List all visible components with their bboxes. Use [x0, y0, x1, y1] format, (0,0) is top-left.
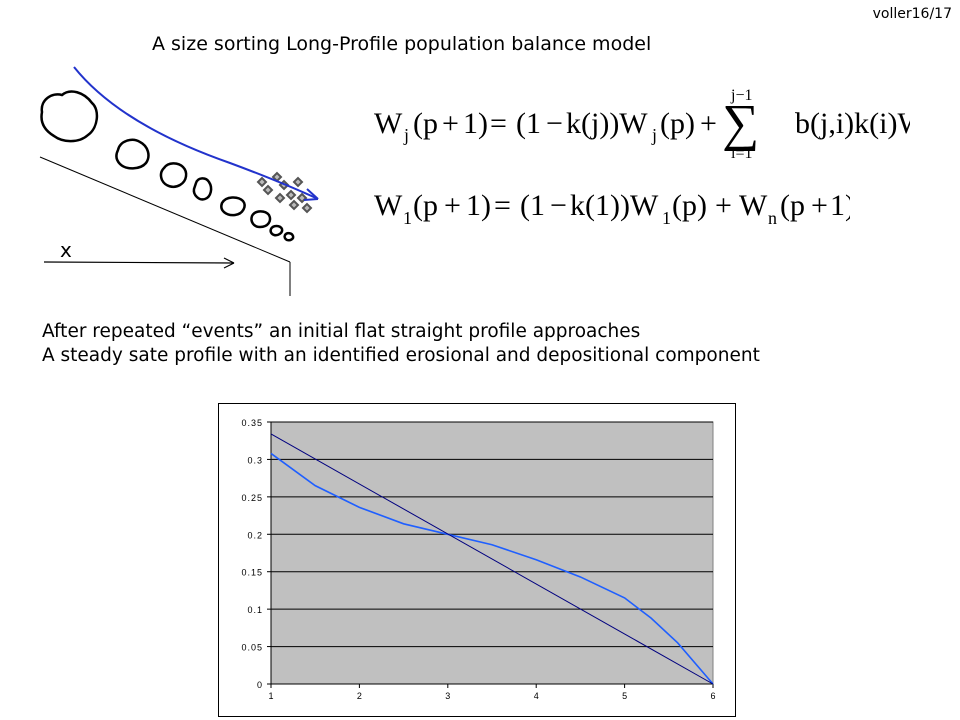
flow-arrow: [73, 66, 319, 200]
sum-upper-limit: j−1: [730, 87, 752, 104]
y-tick-label: 0: [257, 680, 263, 690]
rock-6: [250, 210, 272, 229]
description-line-1: After repeated “events” an initial flat …: [42, 321, 641, 342]
svg-text:1): 1): [463, 107, 488, 140]
x-axis-label: x: [60, 238, 72, 262]
x-tick-label: 3: [445, 691, 450, 701]
svg-text:W: W: [739, 189, 768, 222]
svg-text:n: n: [768, 208, 777, 228]
svg-text:k(1))W: k(1))W: [570, 189, 659, 222]
slide-title: A size sorting Long-Profile population b…: [152, 33, 652, 55]
svg-text:=: =: [490, 107, 507, 140]
sum-lower-limit: i=1: [731, 145, 752, 160]
y-tick-label: 0.05: [241, 643, 263, 653]
svg-text:(1: (1: [520, 189, 545, 222]
svg-text:1: 1: [403, 208, 412, 228]
series-initial-straight-profile: [270, 433, 714, 685]
description: After repeated “events” an initial flat …: [42, 320, 760, 368]
y-tick-label: 0.1: [247, 605, 263, 615]
svg-text:1: 1: [662, 208, 671, 228]
y-tick-label: 0.25: [241, 493, 263, 503]
y-tick-label: 0.3: [247, 455, 263, 465]
flow-arrowhead: [303, 188, 319, 201]
svg-text:−: −: [550, 189, 567, 222]
svg-text:1): 1): [830, 189, 850, 222]
rock-8: [283, 231, 295, 242]
rock-5: [220, 196, 246, 217]
svg-text:(p: (p: [413, 189, 438, 222]
plot-area: [270, 421, 714, 685]
rock-2: [115, 138, 150, 170]
svg-text:j: j: [403, 125, 409, 145]
equation-1: W j (p + 1) = (1 − k(j))W j (p) + ∑ b(j,…: [374, 87, 910, 160]
svg-text:+: +: [811, 189, 828, 222]
x-tick-label: 4: [534, 691, 539, 701]
rock-large: [40, 90, 99, 143]
profile-chart: 0 0.05 0.1 0.15 0.2 0.25 0.3 0.35 1 2 3 4 5 6: [218, 403, 736, 717]
x-tick-label: 6: [710, 691, 715, 701]
x-tick-label: 5: [622, 691, 627, 701]
x-tick-label: 2: [357, 691, 362, 701]
svg-text:(p: (p: [780, 189, 805, 222]
x-axis-arrowhead: [223, 257, 235, 269]
svg-text:+: +: [444, 189, 461, 222]
y-tick-label: 0.15: [241, 568, 263, 578]
svg-text:b(j,i)k(i)W: b(j,i)k(i)W: [795, 107, 910, 140]
svg-text:∑: ∑: [722, 95, 759, 152]
equation-2: W 1 (p + 1) = (1 − k(1))W 1 (p) + W n (p…: [374, 189, 850, 228]
y-tick-label: 0.2: [247, 530, 263, 540]
svg-text:k(j))W: k(j))W: [566, 107, 648, 140]
svg-text:(p): (p): [660, 107, 695, 140]
svg-text:1): 1): [466, 189, 491, 222]
series-steady-profile: [270, 452, 714, 685]
svg-text:(p: (p: [413, 107, 438, 140]
svg-text:j: j: [651, 125, 657, 145]
x-axis-arrow: [43, 261, 235, 264]
svg-text:−: −: [546, 107, 563, 140]
x-tick-label: 1: [268, 691, 273, 701]
svg-text:=: =: [494, 189, 511, 222]
description-line-2: A steady sate profile with an identified…: [42, 345, 760, 366]
y-tick-label: 0.35: [241, 418, 263, 428]
profile-chart-svg: 0 0.05 0.1 0.15 0.2 0.25 0.3 0.35 1 2 3 4 5 6: [241, 418, 715, 701]
rock-7: [269, 224, 284, 237]
hillslope-sketch: [39, 66, 319, 296]
svg-text:W: W: [374, 107, 403, 140]
svg-text:W: W: [374, 189, 403, 222]
slide-number: voller16/17: [872, 6, 952, 22]
svg-text:+: +: [442, 107, 459, 140]
svg-text:(p): (p): [672, 189, 707, 222]
slope-surface-line: [39, 156, 291, 263]
rock-3: [159, 162, 188, 189]
svg-text:+: +: [700, 107, 717, 140]
rock-4: [192, 177, 213, 201]
svg-text:(1: (1: [516, 107, 541, 140]
svg-text:+: +: [715, 189, 732, 222]
